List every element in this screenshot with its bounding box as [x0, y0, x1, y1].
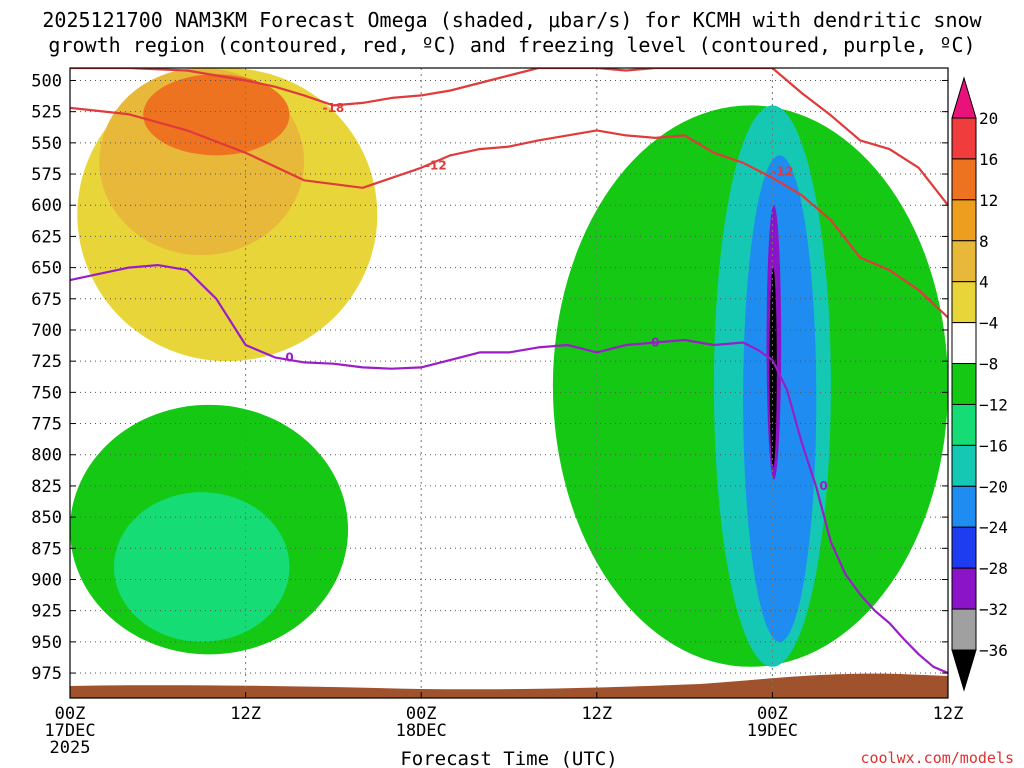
y-tick-label: 750	[31, 383, 62, 403]
y-axis: 500 525 550 575 600 625 650 675 700 725 750 775 800 8…	[31, 71, 948, 684]
colorbar-band	[951, 281, 977, 324]
colorbar-band	[951, 158, 977, 201]
contour-line-1	[70, 68, 948, 206]
x-tick-label: 00Z	[406, 704, 437, 724]
x-tick-label: 00Z	[757, 704, 788, 724]
y-tick-label: 625	[31, 227, 62, 247]
y-tick-label: 675	[31, 290, 62, 310]
colorbar-band	[951, 240, 977, 283]
x-tick-label: 17DEC	[44, 721, 95, 741]
colorbar-tick-label: −4	[979, 314, 998, 333]
colorbar-band	[951, 363, 977, 405]
contour-label: -12	[425, 158, 447, 172]
colorbar: 20 16 12 8 4 −4 −8 −12 −16 −20 −24 −28 −32 −36	[951, 76, 1008, 692]
contour-label: 0	[819, 479, 827, 493]
y-tick-label: 650	[31, 259, 62, 279]
x-tick-label: 2025	[50, 738, 91, 758]
chart-title-line2: growth region (contoured, red, ºC) and f…	[48, 33, 975, 57]
contour-line-2	[70, 264, 948, 675]
colorbar-tick-label: 16	[979, 150, 998, 169]
colorbar-tick-label: 12	[979, 191, 998, 210]
y-tick-label: 500	[31, 71, 62, 91]
y-tick-label: 800	[31, 446, 62, 466]
chart-title-line1: 2025121700 NAM3KM Forecast Omega (shaded…	[42, 8, 982, 32]
colorbar-band	[951, 444, 977, 487]
contour-label: 0	[285, 350, 293, 364]
y-tick-label: 950	[31, 633, 62, 653]
x-tick-label: 00Z	[55, 704, 86, 724]
y-tick-label: 525	[31, 103, 62, 123]
x-tick-label: 12Z	[581, 704, 612, 724]
x-tick-label: 19DEC	[747, 721, 798, 741]
colorbar-tick-label: −20	[979, 477, 1008, 496]
colorbar-tick-label: −24	[979, 518, 1008, 537]
colorbar-bottom-arrow	[951, 649, 977, 692]
colorbar-tick-label: 20	[979, 109, 998, 128]
y-tick-label: 600	[31, 196, 62, 216]
colorbar-top-arrow	[951, 76, 977, 119]
y-tick-label: 550	[31, 134, 62, 154]
x-tick-label: 12Z	[230, 704, 261, 724]
colorbar-tick-label: −8	[979, 355, 998, 374]
y-tick-label: 850	[31, 508, 62, 528]
credit-text: coolwx.com/models	[860, 749, 1014, 767]
colorbar-tick-label: 4	[979, 273, 989, 292]
x-axis-label: Forecast Time (UTC)	[400, 748, 617, 768]
colorbar-tick-label: −32	[979, 600, 1008, 619]
y-tick-label: 925	[31, 602, 62, 622]
y-tick-label: 700	[31, 321, 62, 341]
omega-region-4	[113, 492, 290, 642]
omega-region-2	[143, 74, 290, 156]
colorbar-band	[951, 526, 977, 569]
y-tick-label: 900	[31, 570, 62, 590]
ground-terrain	[70, 673, 948, 698]
colorbar-tick-label: −36	[979, 641, 1008, 660]
colorbar-tick-label: 8	[979, 232, 989, 251]
colorbar-band	[951, 117, 977, 160]
colorbar-tick-label: −16	[979, 436, 1008, 455]
colorbar-band	[951, 199, 977, 242]
colorbar-band	[951, 403, 977, 446]
colorbar-band	[951, 567, 977, 610]
colorbar-tick-label: −12	[979, 395, 1008, 414]
colorbar-band	[951, 322, 977, 365]
y-tick-label: 775	[31, 415, 62, 435]
y-tick-label: 825	[31, 477, 62, 497]
colorbar-tick-label: −28	[979, 559, 1008, 578]
omega-shading	[70, 68, 948, 698]
contour-line-0	[70, 106, 948, 319]
colorbar-band	[951, 608, 977, 651]
x-tick-label: 12Z	[933, 704, 964, 724]
contour-label: 0	[651, 335, 659, 349]
y-tick-label: 875	[31, 539, 62, 559]
x-tick-label: 18DEC	[396, 721, 447, 741]
omega-region-9	[769, 267, 777, 468]
plot-frame	[69, 67, 949, 699]
y-tick-label: 725	[31, 352, 62, 372]
colorbar-band	[951, 485, 977, 528]
contour-label: -12	[772, 165, 794, 179]
y-tick-label: 575	[31, 165, 62, 185]
y-tick-label: 975	[31, 664, 62, 684]
